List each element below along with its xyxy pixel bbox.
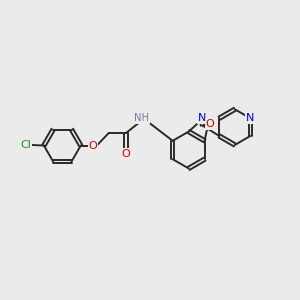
Text: N: N — [198, 113, 206, 123]
Text: N: N — [246, 113, 254, 123]
Text: O: O — [206, 119, 214, 129]
Text: O: O — [89, 140, 98, 151]
Text: Cl: Cl — [21, 140, 32, 150]
Text: O: O — [122, 149, 130, 159]
Text: NH: NH — [134, 113, 149, 123]
